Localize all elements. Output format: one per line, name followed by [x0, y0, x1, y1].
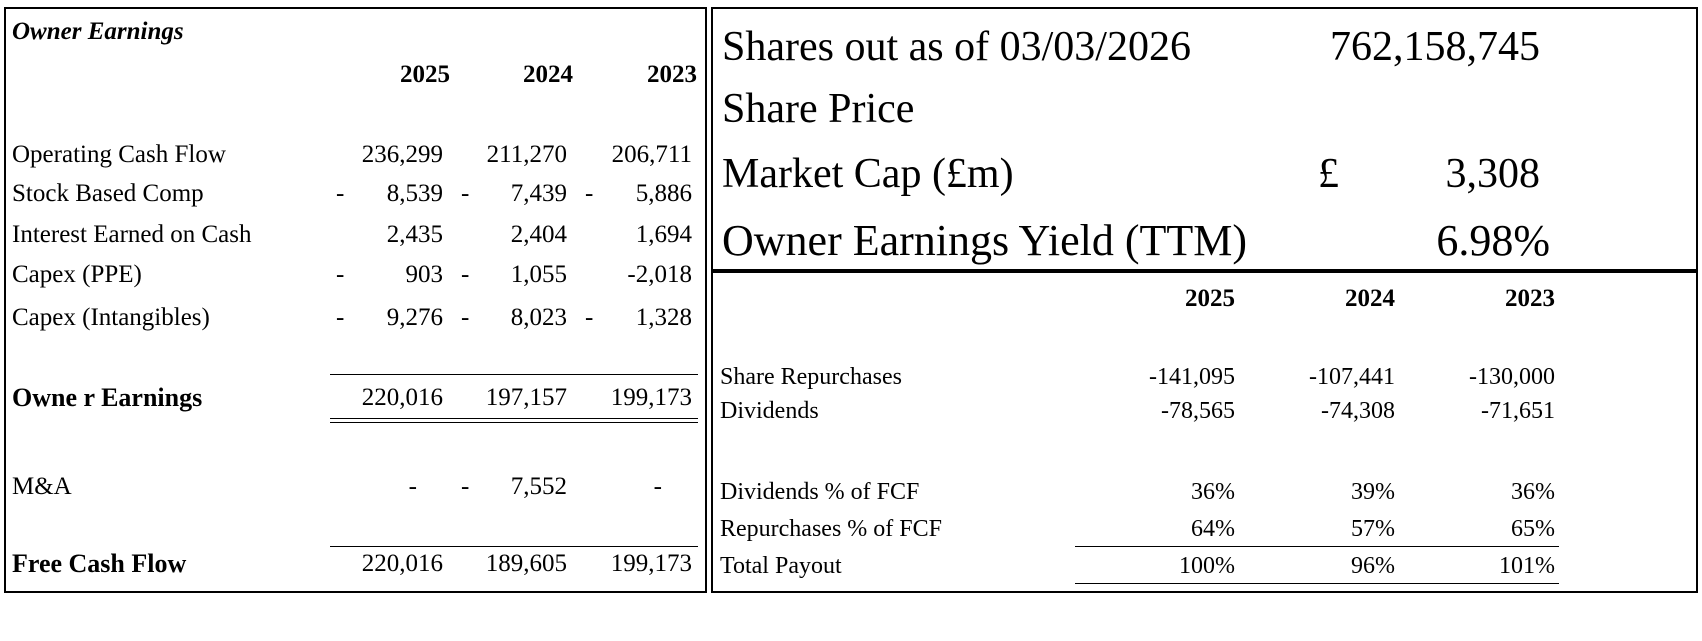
oe-sign: - [336, 261, 345, 288]
payout-cell: -71,651 [1481, 398, 1555, 424]
oe-total-top-rule [330, 374, 698, 375]
payout-cell: 36% [1511, 479, 1555, 505]
oe-cell: 206,711 [611, 141, 692, 168]
oe-sign: - [461, 180, 470, 207]
oe-cell: 7,439 [510, 180, 567, 207]
fcf-cell: 220,016 [361, 550, 443, 577]
oe-cell: -2,018 [627, 261, 692, 288]
oe-total-cell: 199,173 [610, 384, 692, 411]
oe-sign: - [461, 473, 470, 500]
fcf-label: Free Cash Flow [12, 549, 187, 578]
yield-value: 6.98% [1436, 216, 1550, 265]
oe-year-2025: 2025 [400, 61, 450, 88]
yield-label: Owner Earnings Yield (TTM) [722, 216, 1248, 265]
oe-cell: 8,023 [510, 304, 567, 331]
oe-row-label: Operating Cash Flow [12, 141, 226, 168]
payout-row-label: Repurchases % of FCF [720, 516, 942, 542]
owner-earnings-panel [4, 7, 707, 593]
oe-sign: - [461, 261, 470, 288]
shares-label: Shares out as of 03/03/2026 [722, 24, 1191, 70]
oe-row-label: Interest Earned on Cash [12, 221, 252, 248]
payout-total-label: Total Payout [720, 553, 842, 579]
oe-row-label: Capex (Intangibles) [12, 304, 210, 331]
oe-total-cell: 220,016 [361, 384, 443, 411]
oe-ma-cell: - [408, 473, 417, 500]
oe-sign: - [336, 180, 345, 207]
oe-cell: 8,539 [386, 180, 443, 207]
payout-cell: -130,000 [1469, 364, 1555, 390]
payout-cell: 64% [1191, 516, 1235, 542]
oe-sign: - [585, 304, 594, 331]
oe-year-2024: 2024 [523, 61, 573, 88]
payout-total-cell: 100% [1179, 553, 1235, 579]
payout-year-2023: 2023 [1505, 285, 1555, 312]
payout-cell: -74,308 [1321, 398, 1395, 424]
oe-total-double-rule [330, 418, 698, 423]
oe-row-label: Stock Based Comp [12, 180, 204, 207]
payout-row-label: Share Repurchases [720, 364, 902, 390]
oe-cell: 236,299 [361, 141, 443, 168]
payout-cell: -78,565 [1161, 398, 1235, 424]
oe-row-label: Capex (PPE) [12, 261, 142, 288]
payout-cell: 57% [1351, 516, 1395, 542]
fcf-top-rule [330, 546, 698, 547]
market-cap-label: Market Cap (£m) [722, 151, 1014, 197]
fcf-cell: 189,605 [485, 550, 567, 577]
oe-cell: 1,328 [635, 304, 692, 331]
payout-cell: -141,095 [1149, 364, 1235, 390]
market-cap-currency: £ [1318, 151, 1339, 197]
oe-ma-cell: 7,552 [510, 473, 567, 500]
oe-cell: 1,694 [635, 221, 692, 248]
share-price-label: Share Price [722, 86, 915, 132]
oe-cell: 2,435 [386, 221, 443, 248]
oe-ma-cell: - [653, 473, 662, 500]
owner-earnings-title: Owner Earnings [12, 18, 184, 45]
payout-panel [711, 271, 1698, 593]
oe-cell: 5,886 [635, 180, 692, 207]
payout-year-2025: 2025 [1185, 285, 1235, 312]
payout-total-cell: 101% [1499, 553, 1555, 579]
oe-cell: 9,276 [386, 304, 443, 331]
total-payout-bottom-rule [1075, 583, 1559, 584]
payout-row-label: Dividends % of FCF [720, 479, 920, 505]
oe-cell: 2,404 [510, 221, 567, 248]
oe-cell: 211,270 [486, 141, 567, 168]
oe-sign: - [336, 304, 345, 331]
payout-row-label: Dividends [720, 398, 819, 424]
payout-cell: 39% [1351, 479, 1395, 505]
fcf-cell: 199,173 [610, 550, 692, 577]
oe-year-2023: 2023 [647, 61, 697, 88]
payout-year-2024: 2024 [1345, 285, 1395, 312]
oe-cell: 1,055 [510, 261, 567, 288]
market-cap-value: 3,308 [1445, 151, 1541, 197]
oe-sign: - [585, 180, 594, 207]
oe-total-cell: 197,157 [485, 384, 567, 411]
oe-total-label: Owne r Earnings [12, 383, 203, 412]
oe-ma-label: M&A [12, 473, 72, 500]
shares-value: 762,158,745 [1330, 24, 1540, 70]
payout-cell: 65% [1511, 516, 1555, 542]
summary-panel [711, 7, 1698, 271]
oe-sign: - [461, 304, 470, 331]
oe-cell: 903 [405, 261, 444, 288]
payout-cell: 36% [1191, 479, 1235, 505]
payout-total-cell: 96% [1351, 553, 1395, 579]
total-payout-top-rule [1075, 546, 1559, 547]
payout-cell: -107,441 [1309, 364, 1395, 390]
